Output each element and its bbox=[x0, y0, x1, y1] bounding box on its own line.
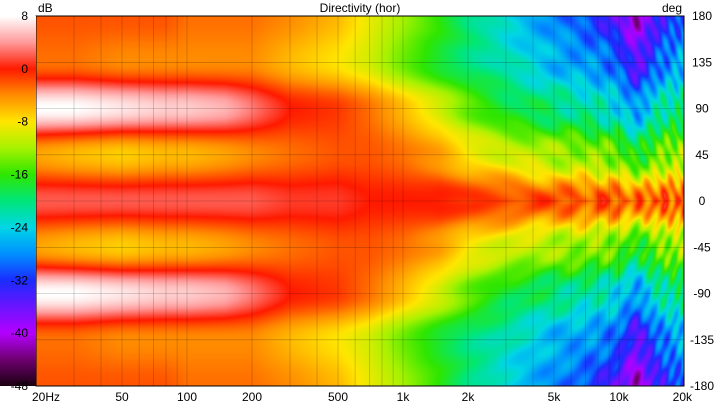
y-tick-label: -90 bbox=[693, 287, 711, 301]
y-axis-unit-label: deg bbox=[662, 1, 682, 15]
y-tick-label: 45 bbox=[695, 148, 709, 162]
x-tick-label: 100 bbox=[177, 390, 197, 404]
x-axis-ticks: 20Hz 50 100 200 500 1k 2k 5k 10k 20k bbox=[32, 390, 693, 404]
colorbar-tick-label: -24 bbox=[11, 220, 29, 234]
heatmap-plot bbox=[36, 16, 684, 386]
y-tick-label: 180 bbox=[692, 9, 712, 23]
colorbar-tick-label: -48 bbox=[11, 379, 29, 393]
colorbar-unit-label: dB bbox=[38, 1, 53, 15]
colorbar-ticks: 8 0 -8 -16 -24 -32 -40 -48 bbox=[11, 9, 29, 393]
colorbar-tick-label: -8 bbox=[17, 115, 28, 129]
x-tick-label: 2k bbox=[462, 390, 476, 404]
x-tick-label: 5k bbox=[548, 390, 562, 404]
colorbar-tick-label: 8 bbox=[21, 9, 28, 23]
x-tick-label: 20Hz bbox=[32, 390, 60, 404]
chart-title: Directivity (hor) bbox=[320, 1, 401, 15]
x-tick-label: 200 bbox=[242, 390, 262, 404]
x-tick-label: 20k bbox=[673, 390, 693, 404]
colorbar-tick-label: 0 bbox=[21, 62, 28, 76]
y-tick-label: -135 bbox=[690, 333, 714, 347]
colorbar-tick-label: -40 bbox=[11, 326, 29, 340]
y-tick-label: 135 bbox=[692, 55, 712, 69]
colorbar bbox=[0, 16, 36, 386]
x-tick-label: 500 bbox=[328, 390, 348, 404]
y-tick-label: -180 bbox=[690, 379, 714, 393]
colorbar-tick-label: -32 bbox=[11, 273, 29, 287]
x-tick-label: 10k bbox=[609, 390, 629, 404]
y-tick-label: 90 bbox=[695, 102, 709, 116]
colorbar-tick-label: -16 bbox=[11, 168, 29, 182]
grid-lines bbox=[36, 16, 684, 386]
y-axis-ticks: 180 135 90 45 0 -45 -90 -135 -180 bbox=[690, 9, 714, 393]
y-tick-label: -45 bbox=[693, 240, 711, 254]
x-tick-label: 1k bbox=[397, 390, 411, 404]
x-tick-label: 50 bbox=[115, 390, 129, 404]
y-tick-label: 0 bbox=[699, 194, 706, 208]
